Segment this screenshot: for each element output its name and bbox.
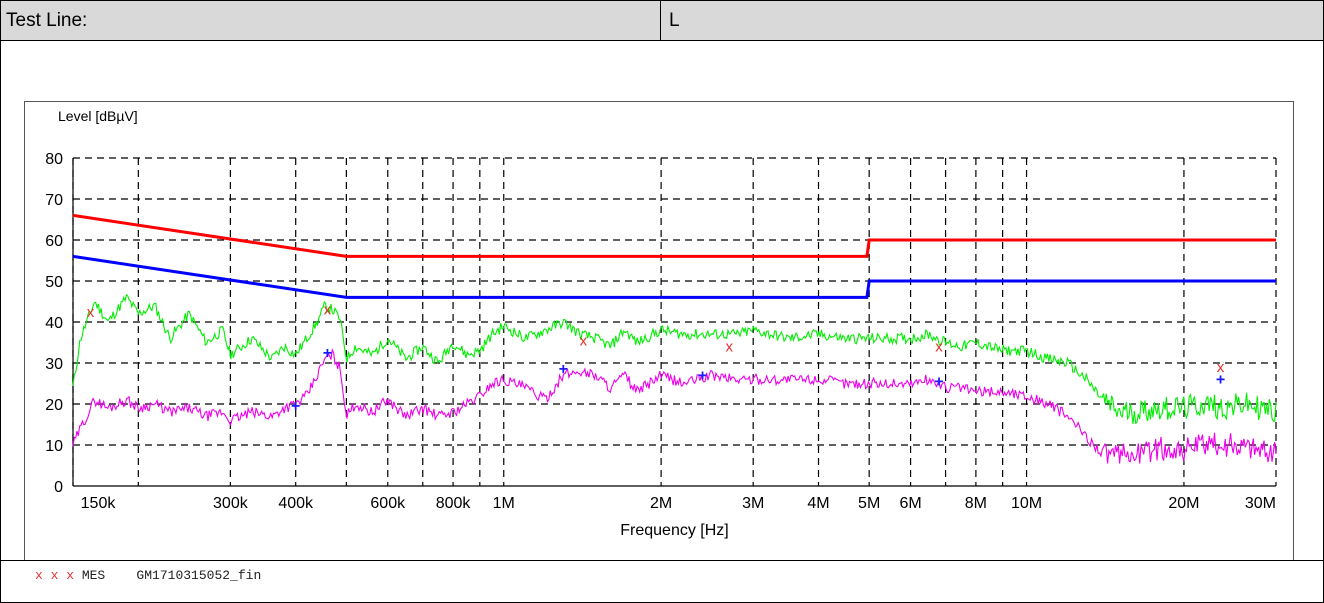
series-av_limit	[72, 254, 1276, 299]
y-tick-label: 40	[45, 315, 63, 332]
header-divider	[660, 1, 661, 40]
x-tick-label: 2M	[650, 495, 672, 512]
marker-x: x	[1217, 359, 1225, 376]
y-tick-label: 50	[45, 274, 63, 291]
y-tick-label: 70	[45, 192, 63, 209]
x-tick-label: 5M	[858, 495, 880, 512]
marker-plus: +	[934, 373, 943, 390]
y-tick-label: 10	[45, 438, 63, 455]
header-row: Test Line: L	[1, 1, 1323, 41]
x-tick-label: 8M	[965, 495, 987, 512]
series-avg_scan	[72, 347, 1277, 464]
marker-plus: +	[698, 367, 707, 384]
y-tick-label: 30	[45, 356, 63, 373]
x-tick-label: 3M	[742, 495, 764, 512]
marker-plus: +	[1216, 371, 1225, 388]
marker-x: x	[580, 332, 588, 349]
x-tick-label: 400k	[278, 495, 314, 512]
y-tick-label: 20	[45, 397, 63, 414]
x-tick-label: 30M	[1245, 495, 1276, 512]
y-tick-label: 80	[45, 151, 63, 168]
x-tick-label: 300k	[213, 495, 249, 512]
test-line-value: L	[669, 10, 680, 31]
legend-row: x x x MES GM1710315052_fin	[35, 568, 261, 583]
marker-plus: +	[291, 398, 300, 415]
marker-x: x	[87, 304, 95, 321]
x-tick-label: 10M	[1011, 495, 1042, 512]
y-tick-label: 0	[54, 479, 63, 496]
test-line-label: Test Line:	[6, 10, 88, 31]
legend-marker-symbols: x x x	[35, 568, 75, 583]
x-axis-label: Frequency [Hz]	[620, 522, 728, 539]
emission-chart: Level [dBµV] 0 10 20 30 40 50 60 70 80 150k 300k 400…	[45, 108, 1277, 539]
marker-plus: +	[323, 345, 332, 362]
x-tick-label: 4M	[807, 495, 829, 512]
marker-plus: +	[559, 361, 568, 378]
series-qp_limit	[72, 213, 1276, 258]
marker-x: x	[935, 339, 943, 356]
x-tick-label: 6M	[899, 495, 921, 512]
x-tick-label: 1M	[493, 495, 515, 512]
x-tick-label: 600k	[370, 495, 406, 512]
x-tick-label: 150k	[81, 495, 117, 512]
marker-x: x	[726, 339, 734, 356]
series-peak_scan	[72, 293, 1277, 425]
y-axis-label: Level [dBµV]	[58, 108, 138, 124]
x-tick-label: 800k	[436, 495, 472, 512]
legend-text: MES GM1710315052_fin	[81, 568, 262, 583]
legend-divider	[1, 560, 1323, 561]
marker-x: x	[324, 302, 332, 319]
y-tick-label: 60	[45, 233, 63, 250]
x-tick-label: 20M	[1168, 495, 1199, 512]
